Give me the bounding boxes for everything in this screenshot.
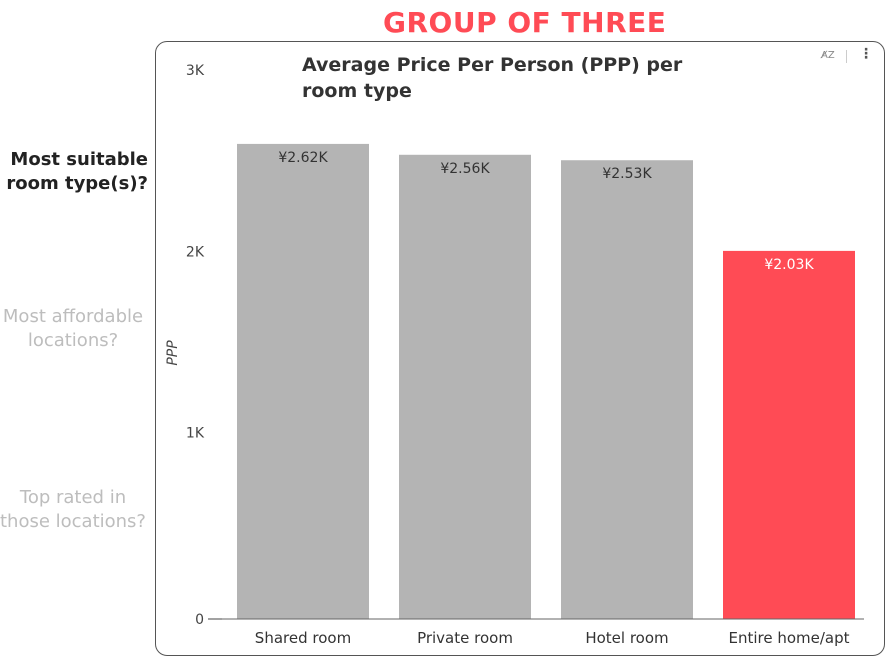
y-axis-label: PPP	[165, 340, 181, 366]
page-title: GROUP OF THREE	[383, 6, 667, 39]
vertical-dots-icon[interactable]: ⋮	[859, 46, 873, 62]
data-labels: ¥2.62K ¥2.56K ¥2.53K ¥2.03K	[278, 150, 814, 273]
nav-item-suitable-room-types[interactable]: Most suitable room type(s)?	[6, 149, 148, 194]
bar-data-label: ¥2.56K	[440, 161, 490, 177]
bar[interactable]	[399, 154, 531, 619]
x-axis: Shared room Private room Hotel room Entire …	[222, 618, 864, 647]
sort-alpha-icon[interactable]: A̸Z	[821, 50, 835, 61]
icon-divider	[846, 50, 847, 63]
x-tick-label: Private room	[417, 629, 513, 647]
y-tick-label: 3K	[186, 63, 205, 79]
y-axis: 0 1K 2K 3K	[186, 63, 222, 628]
x-tick-label: Shared room	[255, 629, 351, 647]
chart-title: Average Price Per Person (PPP) per room …	[302, 54, 683, 102]
y-tick-label: 2K	[186, 244, 205, 260]
bar[interactable]	[723, 250, 855, 620]
bar-data-label: ¥2.62K	[278, 150, 328, 166]
y-tick-label: 1K	[186, 426, 205, 442]
x-tick-label: Entire home/apt	[728, 629, 849, 647]
bar[interactable]	[561, 160, 693, 619]
bar[interactable]	[237, 143, 369, 619]
bars	[237, 143, 855, 620]
bar-data-label: ¥2.53K	[602, 166, 652, 182]
nav-item-affordable-locations[interactable]: Most affordable locations?	[2, 306, 144, 351]
bar-data-label: ¥2.03K	[764, 257, 814, 273]
x-tick-label: Hotel room	[585, 629, 668, 647]
y-tick-label: 0	[195, 612, 204, 628]
nav-item-top-rated[interactable]: Top rated in those locations?	[0, 487, 146, 532]
